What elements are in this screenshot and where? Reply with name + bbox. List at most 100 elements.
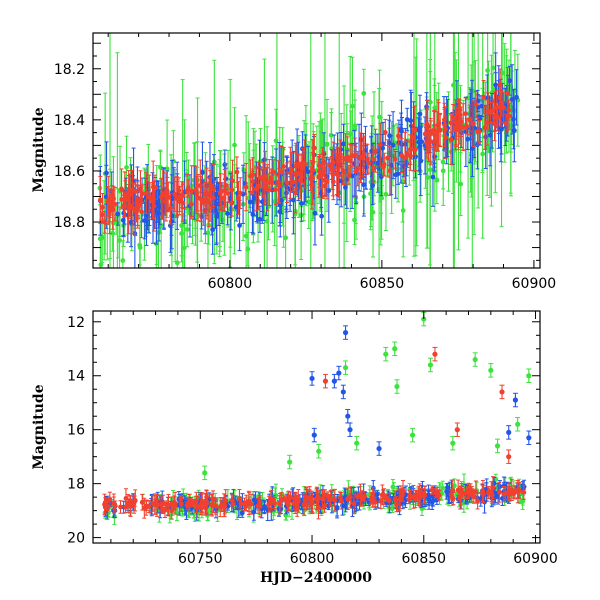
data-point	[436, 102, 441, 146]
data-point	[341, 123, 346, 165]
outlier-point	[392, 341, 398, 357]
data-point	[295, 489, 301, 513]
data-point	[177, 185, 183, 213]
outlier-point	[316, 444, 322, 459]
data-point	[475, 117, 481, 146]
data-point	[180, 182, 186, 209]
bottom-plot-area	[102, 311, 532, 525]
outlier-point	[331, 373, 337, 389]
data-point	[448, 114, 454, 165]
outlier-point	[515, 417, 521, 432]
data-point	[97, 175, 103, 225]
outlier-point	[309, 371, 315, 386]
data-point	[119, 168, 124, 210]
data-point	[349, 144, 355, 168]
x-tick-label: 60900	[513, 551, 558, 567]
data-point	[169, 496, 175, 513]
data-point	[238, 496, 244, 511]
data-point	[256, 161, 262, 211]
y-tick-label: 12	[67, 315, 85, 331]
top-plot-area	[97, 33, 521, 268]
outlier-point	[526, 368, 532, 383]
outlier-point	[427, 357, 434, 373]
data-point	[417, 488, 423, 507]
data-point	[444, 483, 449, 500]
outlier-point	[454, 422, 460, 437]
data-point	[105, 186, 111, 217]
data-point	[266, 159, 272, 206]
data-point	[488, 101, 493, 124]
data-point	[262, 150, 268, 203]
data-point	[123, 488, 129, 509]
data-point	[251, 494, 257, 506]
top-ticks: 60800 60850 60900 18.2 18.4 18.6 18.8	[54, 33, 556, 292]
x-tick-label: 60750	[178, 551, 223, 567]
data-point	[505, 101, 511, 132]
data-point	[198, 175, 204, 223]
data-point	[184, 173, 190, 209]
outlier-point	[287, 454, 293, 470]
data-point	[132, 184, 138, 237]
outlier-point	[383, 346, 389, 362]
data-point	[465, 486, 471, 500]
data-point	[429, 485, 435, 495]
data-point	[276, 160, 281, 205]
outlier-point	[494, 438, 501, 454]
data-point	[330, 150, 336, 191]
bottom-y-axis-label: Magnitude	[31, 384, 47, 469]
data-point	[284, 173, 289, 213]
data-point	[347, 493, 353, 502]
data-point	[185, 498, 191, 508]
data-point	[243, 501, 249, 512]
data-point	[460, 103, 466, 152]
outlier-point	[450, 435, 456, 451]
data-point	[151, 180, 157, 232]
data-point	[365, 143, 370, 175]
data-point	[237, 177, 243, 210]
data-point	[514, 69, 519, 126]
data-point	[471, 489, 477, 504]
data-point	[358, 132, 363, 184]
data-point	[210, 490, 216, 508]
data-point	[272, 497, 278, 510]
bottom-ticks: 60750 60800 60850 60900 12 14 16 18 20	[67, 311, 558, 567]
data-point	[416, 112, 422, 172]
data-point	[203, 489, 209, 514]
bottom-panel: 60750 60800 60850 60900 12 14 16 18 20 Magnitude…	[31, 310, 558, 586]
data-point	[402, 131, 408, 185]
data-point	[102, 211, 108, 234]
data-point	[172, 176, 178, 212]
data-point	[287, 146, 293, 199]
outlier-point	[488, 363, 494, 378]
data-point	[387, 145, 393, 196]
data-point	[477, 95, 483, 143]
data-point	[427, 58, 433, 266]
data-point	[332, 488, 338, 512]
y-tick-label: 16	[67, 423, 85, 439]
data-point	[381, 152, 387, 177]
data-point	[390, 111, 396, 180]
data-point	[279, 146, 285, 199]
outlier-point	[512, 392, 519, 408]
data-point	[496, 481, 502, 503]
data-point	[317, 154, 322, 188]
data-point	[382, 118, 388, 146]
data-point	[307, 489, 313, 507]
data-point	[345, 487, 351, 511]
data-point	[386, 492, 392, 509]
data-point	[281, 494, 287, 503]
data-point	[302, 139, 308, 189]
data-point	[370, 146, 376, 172]
data-point	[135, 197, 141, 219]
data-point	[217, 497, 223, 518]
data-point	[305, 145, 311, 198]
outlier-point	[354, 435, 360, 451]
data-point	[138, 170, 143, 208]
y-tick-label: 14	[67, 369, 85, 385]
data-point	[126, 184, 132, 235]
outlier-point	[526, 430, 532, 446]
outlier-point	[347, 422, 353, 437]
data-point	[521, 484, 527, 500]
data-point	[245, 231, 251, 267]
